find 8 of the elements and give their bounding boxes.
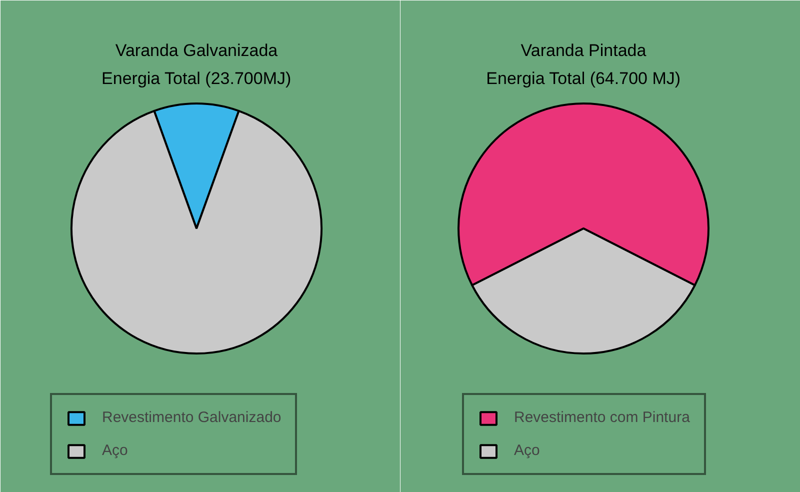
legend-label: Aço <box>102 442 128 459</box>
legend-label: Aço <box>514 442 540 459</box>
legend-label: Revestimento com Pintura <box>514 409 690 426</box>
legend-label: Revestimento Galvanizado <box>102 409 282 426</box>
chart-title: Varanda Galvanizada <box>115 41 278 60</box>
chart-subtitle: Energia Total (64.700 MJ) <box>486 69 681 88</box>
chart-subtitle: Energia Total (23.700MJ) <box>102 69 292 88</box>
chart-title: Varanda Pintada <box>520 41 647 60</box>
